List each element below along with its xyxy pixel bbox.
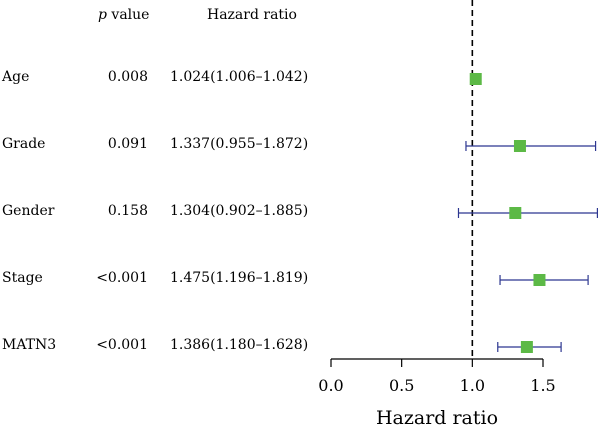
x-tick-label-2: 1.0 [460, 376, 485, 395]
x-tick-label-1: 0.5 [389, 376, 414, 395]
x-tick-label-3: 1.5 [530, 376, 555, 395]
hr-point-matn3 [520, 341, 533, 353]
hazard-ratio-header: Hazard ratio [207, 7, 297, 23]
variable-label-gender: Gender [2, 203, 55, 219]
p-value-cell-gender: 0.158 [107, 203, 148, 219]
hr-point-grade [513, 140, 526, 152]
hazard-ratio-cell-age: 1.024(1.006–1.042) [170, 69, 309, 85]
p-value-cell-matn3: <0.001 [96, 337, 148, 353]
x-tick-label-0: 0.0 [318, 376, 343, 395]
variable-label-age: Age [2, 69, 30, 85]
x-axis-title: Hazard ratio [376, 407, 498, 429]
variable-label-matn3: MATN3 [2, 337, 57, 353]
p-value-header-italic: p [98, 7, 107, 23]
hazard-ratio-cell-matn3: 1.386(1.180–1.628) [170, 337, 309, 353]
hazard-ratio-cell-gender: 1.304(0.902–1.885) [170, 203, 309, 219]
p-value-header-rest: value [106, 7, 150, 23]
p-value-cell-grade: 0.091 [107, 136, 148, 152]
variable-label-stage: Stage [2, 270, 43, 286]
hr-point-stage [533, 274, 546, 286]
p-value-cell-age: 0.008 [107, 69, 148, 85]
p-value-cell-stage: <0.001 [96, 270, 148, 286]
p-value-header: p value [98, 7, 149, 23]
hazard-ratio-cell-grade: 1.337(0.955–1.872) [170, 136, 309, 152]
hazard-ratio-cell-stage: 1.475(1.196–1.819) [170, 270, 309, 286]
hr-point-age [469, 73, 482, 85]
hr-point-gender [509, 207, 522, 219]
variable-label-grade: Grade [2, 136, 46, 152]
